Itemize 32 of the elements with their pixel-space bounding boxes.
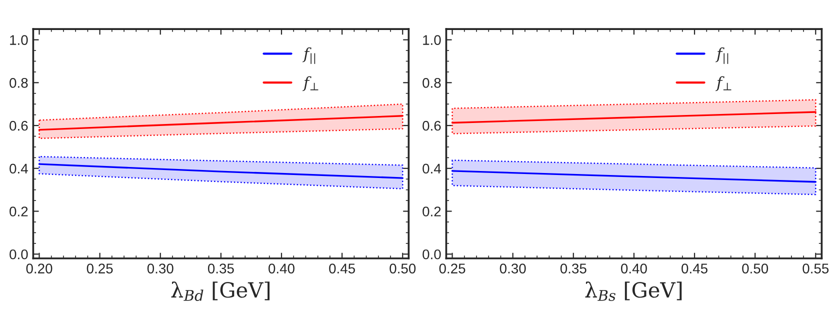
x-tick-label: 0.45 <box>329 264 355 274</box>
x-axis-title: λ$_{Bd}$ [GeV] <box>171 282 270 301</box>
x-tick-label: 0.35 <box>208 264 234 274</box>
y-tick-label: 0.6 <box>10 120 28 131</box>
y-tick-label: 0.4 <box>422 164 441 174</box>
x-tick-label: 0.25 <box>439 264 466 274</box>
legend-label: f$_{||}$ <box>716 47 728 64</box>
x-tick-label: 0.30 <box>147 264 174 274</box>
y-tick-label: 0.2 <box>422 206 441 216</box>
x-tick-label: 0.50 <box>742 264 768 274</box>
x-tick-label: 0.40 <box>268 264 294 274</box>
legend-label: f$_{⊥}$ <box>302 76 318 92</box>
y-tick-label: 1.0 <box>423 35 441 45</box>
x-tick-label: 0.45 <box>682 264 708 274</box>
y-tick-label: 0.0 <box>422 249 441 260</box>
x-tick-label: 0.50 <box>390 264 416 274</box>
x-tick-label: 0.30 <box>500 264 526 274</box>
legend-label: f$_{||}$ <box>302 47 316 64</box>
y-tick-label: 0.8 <box>422 78 441 88</box>
x-axis-title: λ$_{Bs}$ [GeV] <box>585 282 682 301</box>
y-tick-label: 0.6 <box>422 120 441 131</box>
y-tick-label: 0.4 <box>10 164 28 174</box>
x-tick-label: 0.25 <box>86 264 113 274</box>
y-tick-label: 0.8 <box>10 78 28 88</box>
y-tick-label: 1.0 <box>10 35 28 45</box>
x-tick-label: 0.35 <box>560 264 586 274</box>
legend-label: f$_{⊥}$ <box>716 76 732 92</box>
x-tick-label: 0.55 <box>802 264 829 274</box>
x-tick-label: 0.20 <box>26 264 52 274</box>
x-tick-label: 0.40 <box>620 264 647 274</box>
y-tick-label: 0.0 <box>10 249 28 260</box>
y-tick-label: 0.2 <box>10 206 28 216</box>
